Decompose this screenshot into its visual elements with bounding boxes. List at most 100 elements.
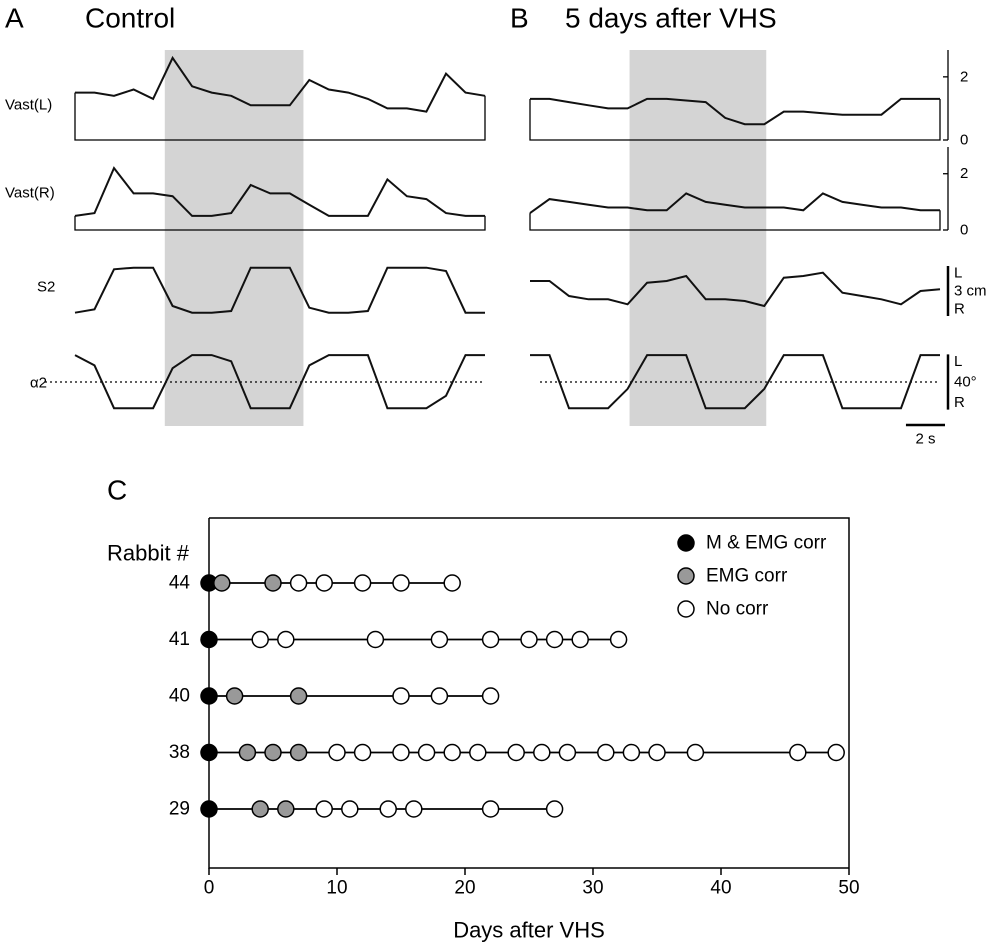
- time-scale-label: 2 s: [915, 431, 935, 448]
- session-dot: [392, 574, 410, 592]
- session-dot: [443, 574, 461, 592]
- session-dot: [289, 574, 308, 592]
- panel-title: 5 days after VHS: [565, 3, 777, 34]
- trace-label: Vast(L): [5, 97, 52, 114]
- session-dot: [469, 743, 487, 762]
- y-tick-label: 44: [169, 573, 191, 594]
- session-dot: [353, 743, 372, 762]
- trace-label: S2: [37, 279, 55, 296]
- session-dot: [392, 687, 410, 705]
- shade: [164, 50, 304, 426]
- session-dot: [251, 630, 269, 649]
- session-dot: [417, 743, 436, 762]
- x-tick-label: 50: [838, 878, 859, 899]
- y-tick-label: 40: [169, 686, 190, 707]
- session-dot: [353, 574, 372, 592]
- y-tick-label: 29: [169, 799, 190, 820]
- scale-label: 3 cm: [954, 283, 987, 300]
- x-tick-label: 10: [326, 878, 347, 899]
- session-dot: [443, 743, 461, 762]
- session-dot: [213, 574, 231, 592]
- session-dot: [609, 630, 628, 649]
- legend-marker: [677, 567, 695, 585]
- session-dot: [315, 574, 333, 592]
- session-dot: [200, 743, 218, 762]
- session-dot: [558, 743, 577, 762]
- session-dot: [648, 743, 666, 762]
- session-dot: [430, 687, 449, 705]
- session-dot: [405, 800, 423, 818]
- scale-bottom: R: [954, 301, 965, 318]
- legend-label: No corr: [706, 599, 769, 620]
- session-dot: [789, 743, 807, 762]
- session-dot: [264, 574, 282, 592]
- trace-frame: [529, 210, 941, 231]
- session-dot: [251, 800, 269, 818]
- session-dot: [686, 743, 705, 762]
- session-dot: [533, 743, 551, 762]
- session-dot: [545, 800, 564, 818]
- session-dot: [392, 743, 410, 762]
- y-axis-label: Rabbit #: [107, 541, 190, 566]
- session-dot: [430, 630, 449, 649]
- x-tick-label: 30: [582, 878, 603, 899]
- y2-tick-label: 0: [960, 132, 968, 149]
- trace: [530, 271, 941, 308]
- session-dot: [481, 687, 500, 705]
- trace: [75, 55, 486, 113]
- y-tick-label: 41: [169, 629, 190, 650]
- session-dot: [200, 630, 218, 649]
- y2-tick-label: 2: [960, 68, 968, 85]
- session-dot: [520, 630, 538, 649]
- scale-bottom: R: [954, 394, 965, 411]
- legend-label: EMG corr: [706, 566, 788, 587]
- trace: [530, 354, 940, 410]
- session-dot: [379, 800, 397, 818]
- trace: [74, 354, 485, 410]
- trace-frame: [74, 215, 486, 231]
- session-dot: [277, 800, 295, 818]
- session-dot: [328, 743, 346, 762]
- legend-marker: [677, 534, 695, 552]
- x-tick-label: 0: [204, 878, 215, 899]
- legend-label: M & EMG corr: [706, 533, 827, 554]
- session-dot: [200, 687, 218, 705]
- session-dot: [277, 630, 295, 649]
- scale-label: 40°: [954, 374, 977, 391]
- trace: [74, 166, 485, 217]
- session-dot: [545, 630, 564, 649]
- session-dot: [289, 687, 308, 705]
- panel-letter: B: [510, 3, 529, 34]
- y2-tick-label: 2: [960, 165, 968, 182]
- trace: [529, 192, 940, 214]
- panel-letter: A: [5, 3, 24, 34]
- scale-top: L: [954, 265, 962, 282]
- panel-letter: C: [107, 475, 127, 506]
- scale-top: L: [954, 353, 962, 370]
- session-dot: [341, 800, 359, 818]
- trace-label: Vast(R): [5, 185, 55, 202]
- trace: [530, 97, 940, 126]
- session-dot: [200, 800, 218, 818]
- session-dot: [481, 800, 500, 818]
- shade: [629, 50, 767, 426]
- y2-tick-label: 0: [960, 222, 968, 239]
- session-dot: [507, 743, 525, 762]
- session-dot: [827, 743, 845, 762]
- session-dot: [238, 743, 257, 762]
- trace-frame: [529, 98, 941, 141]
- session-dot: [481, 630, 500, 649]
- session-dot: [571, 630, 589, 649]
- x-tick-label: 20: [454, 878, 475, 899]
- session-dot: [225, 687, 244, 705]
- trace: [74, 266, 485, 314]
- y-tick-label: 38: [169, 742, 190, 763]
- session-dot: [366, 630, 385, 649]
- x-axis-label: Days after VHS: [453, 918, 605, 943]
- panel-title: Control: [85, 3, 175, 34]
- legend-marker: [677, 600, 695, 618]
- trace-label: α2: [30, 375, 47, 392]
- session-dot: [315, 800, 333, 818]
- session-dot: [289, 743, 308, 762]
